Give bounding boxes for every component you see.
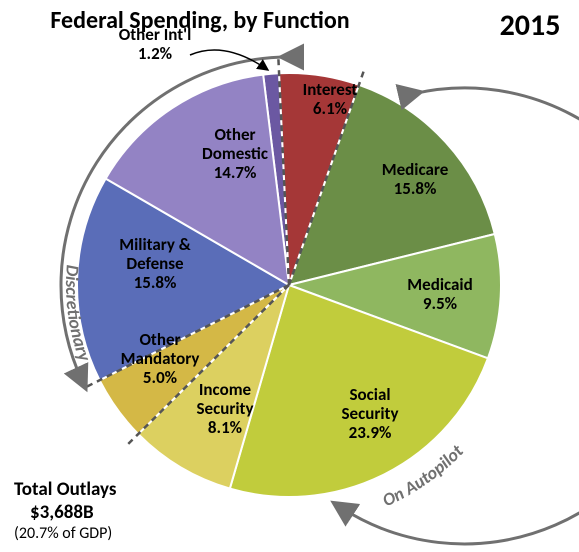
svg-text:8.1%: 8.1% xyxy=(208,417,242,438)
svg-text:Income: Income xyxy=(199,379,252,400)
label-social_security: SocialSecurity23.9% xyxy=(342,384,399,443)
svg-text:Defense: Defense xyxy=(126,253,184,274)
svg-text:6.1%: 6.1% xyxy=(313,98,347,119)
svg-text:1.2%: 1.2% xyxy=(138,43,172,64)
svg-text:23.9%: 23.9% xyxy=(349,422,392,443)
chart-year: 2015 xyxy=(500,7,561,44)
svg-text:Other: Other xyxy=(214,124,255,145)
svg-text:Mandatory: Mandatory xyxy=(121,348,200,369)
svg-text:Medicaid: Medicaid xyxy=(407,274,472,295)
svg-text:Social: Social xyxy=(349,384,390,405)
svg-text:9.5%: 9.5% xyxy=(423,293,457,314)
footer-amount: $3,688B xyxy=(30,501,94,524)
chart-title: Federal Spending, by Function xyxy=(50,6,349,35)
svg-text:Other: Other xyxy=(139,329,180,350)
svg-text:Domestic: Domestic xyxy=(202,143,268,164)
svg-text:Other Int'l: Other Int'l xyxy=(119,24,192,45)
federal-spending-pie-chart: Federal Spending, by Function 2015 Discr… xyxy=(0,0,579,552)
svg-text:Medicare: Medicare xyxy=(382,159,449,180)
footer-total-outlays: Total Outlays xyxy=(14,478,117,501)
footer-totals: Total Outlays $3,688B (20.7% of GDP) xyxy=(14,478,117,543)
footer-gdp: (20.7% of GDP) xyxy=(14,524,112,543)
svg-text:15.8%: 15.8% xyxy=(394,178,437,199)
svg-text:Security: Security xyxy=(197,398,254,419)
svg-text:Military &: Military & xyxy=(119,234,192,255)
svg-text:Security: Security xyxy=(342,403,399,424)
svg-text:14.7%: 14.7% xyxy=(214,162,257,183)
svg-text:Interest: Interest xyxy=(303,79,358,100)
svg-text:15.8%: 15.8% xyxy=(134,272,177,293)
svg-text:5.0%: 5.0% xyxy=(143,367,177,388)
